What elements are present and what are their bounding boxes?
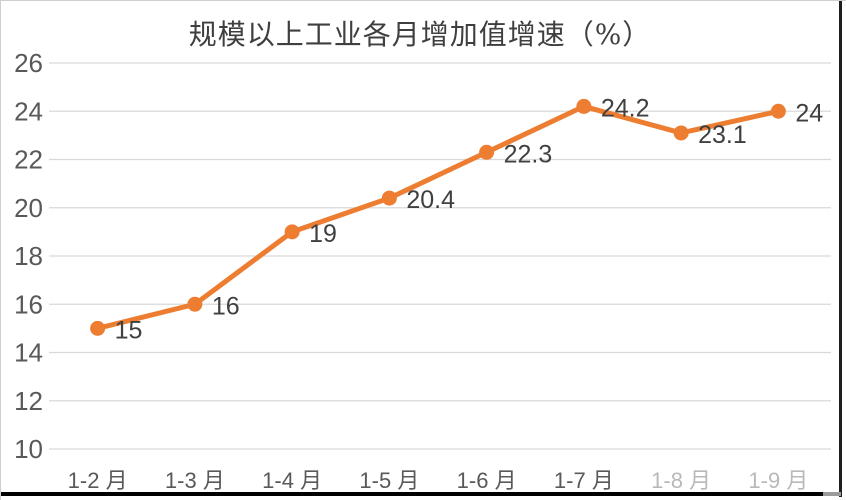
- data-point-label: 23.1: [698, 121, 747, 149]
- data-point-marker: [479, 144, 495, 160]
- y-axis-tick-label: 20: [14, 193, 43, 223]
- frame-bottom-border: [1, 492, 823, 496]
- data-point-marker: [284, 224, 300, 240]
- x-axis-tick-label: 1-9 月: [748, 468, 808, 493]
- y-axis-tick-label: 12: [14, 386, 43, 416]
- y-axis-tick-label: 26: [14, 48, 43, 78]
- x-axis-tick-label: 1-7 月: [554, 468, 614, 493]
- data-point-label: 24.2: [601, 94, 650, 122]
- data-point-marker: [187, 296, 203, 312]
- data-point-marker: [90, 320, 106, 336]
- frame-right-border: [839, 1, 842, 497]
- y-axis-tick-label: 24: [14, 96, 43, 126]
- data-point-label: 16: [212, 292, 240, 320]
- data-point-label: 19: [309, 220, 337, 248]
- data-point-marker: [381, 190, 397, 206]
- y-axis-tick-label: 14: [14, 338, 43, 368]
- data-point-marker: [673, 125, 689, 141]
- y-axis-tick-label: 16: [14, 289, 43, 319]
- x-axis-tick-label: 1-5 月: [359, 468, 419, 493]
- data-point-marker: [576, 98, 592, 114]
- x-axis-tick-label: 1-8 月: [651, 468, 711, 493]
- data-point-label: 22.3: [504, 140, 553, 168]
- frame-bottom-border-fade: [823, 492, 841, 496]
- data-point-label: 24: [795, 99, 823, 127]
- y-axis-tick-label: 18: [14, 241, 43, 271]
- y-axis-tick-label: 22: [14, 145, 43, 175]
- y-axis-tick-label: 10: [14, 434, 43, 464]
- data-point-marker: [770, 103, 786, 119]
- x-axis-tick-label: 1-3 月: [165, 468, 225, 493]
- x-axis-tick-label: 1-4 月: [262, 468, 322, 493]
- x-axis-tick-label: 1-6 月: [457, 468, 517, 493]
- chart-title: 规模以上工业各月增加值增速（%）: [188, 18, 652, 51]
- data-point-label: 20.4: [406, 186, 455, 214]
- x-axis-tick-label: 1-2 月: [68, 468, 128, 493]
- series-line: [95, 103, 781, 331]
- data-point-label: 15: [115, 316, 143, 344]
